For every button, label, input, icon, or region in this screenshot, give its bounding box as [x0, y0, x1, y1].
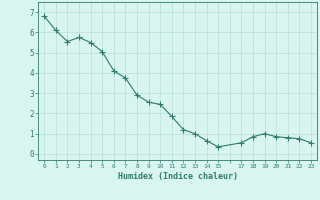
X-axis label: Humidex (Indice chaleur): Humidex (Indice chaleur)	[118, 172, 238, 181]
